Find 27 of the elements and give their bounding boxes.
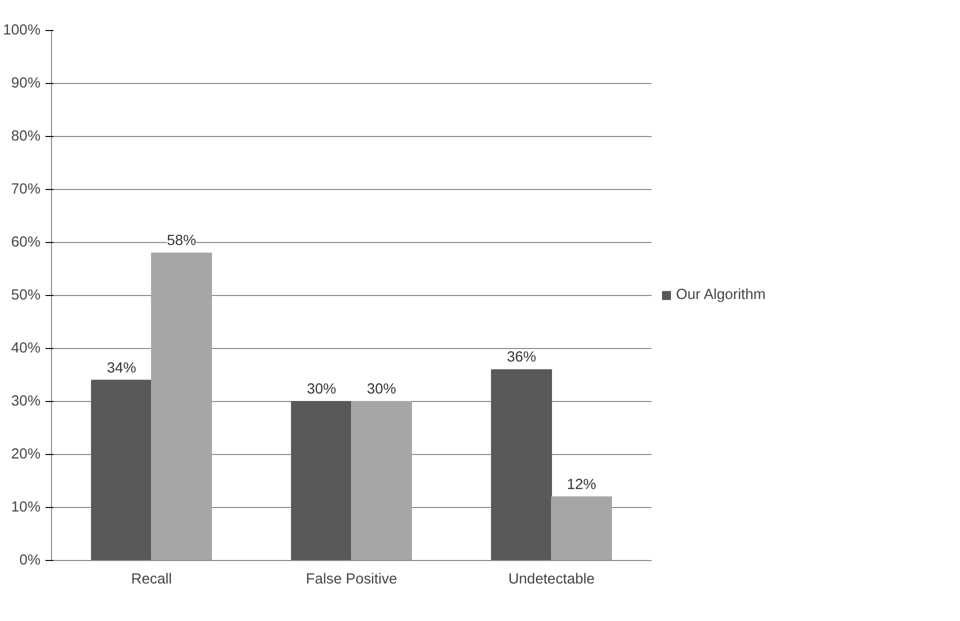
legend-label: Our Algorithm: [676, 287, 766, 303]
y-tick-label: 40%: [11, 340, 41, 356]
data-label: 30%: [366, 382, 396, 398]
bar: [91, 380, 152, 560]
y-tick-label: 50%: [11, 288, 41, 304]
y-tick-label: 10%: [11, 500, 41, 516]
x-tick-label: False Positive: [306, 572, 398, 588]
y-tick-label: 20%: [11, 446, 41, 462]
y-tick-label: 100%: [3, 22, 41, 38]
y-tick-label: 70%: [11, 182, 41, 198]
data-label: 12%: [566, 476, 596, 493]
y-tick-label: 60%: [11, 234, 41, 250]
bar: [351, 401, 412, 560]
data-label: 34%: [106, 360, 136, 376]
bar: [151, 252, 212, 560]
y-tick-label: 30%: [11, 394, 41, 410]
bar: [551, 496, 612, 560]
y-tick-label: 0%: [19, 552, 41, 568]
data-label: 58%: [166, 233, 196, 250]
bar: [491, 369, 552, 560]
bar: [291, 401, 352, 560]
y-tick-label: 80%: [11, 128, 41, 144]
data-label: 30%: [306, 382, 336, 398]
x-tick-label: Undetectable: [508, 572, 595, 588]
x-tick-label: Recall: [131, 572, 172, 588]
y-tick-label: 90%: [11, 76, 41, 92]
data-label: 36%: [506, 350, 536, 366]
